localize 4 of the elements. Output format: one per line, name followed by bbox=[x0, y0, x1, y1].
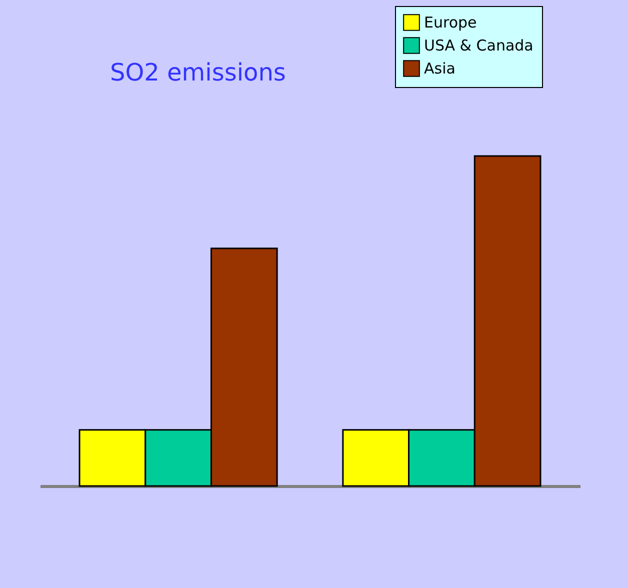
legend-label: Asia bbox=[424, 60, 456, 78]
legend-label: USA & Canada bbox=[424, 36, 534, 54]
chart-title: SO2 emissions bbox=[110, 58, 286, 86]
legend-label: Europe bbox=[424, 14, 477, 32]
